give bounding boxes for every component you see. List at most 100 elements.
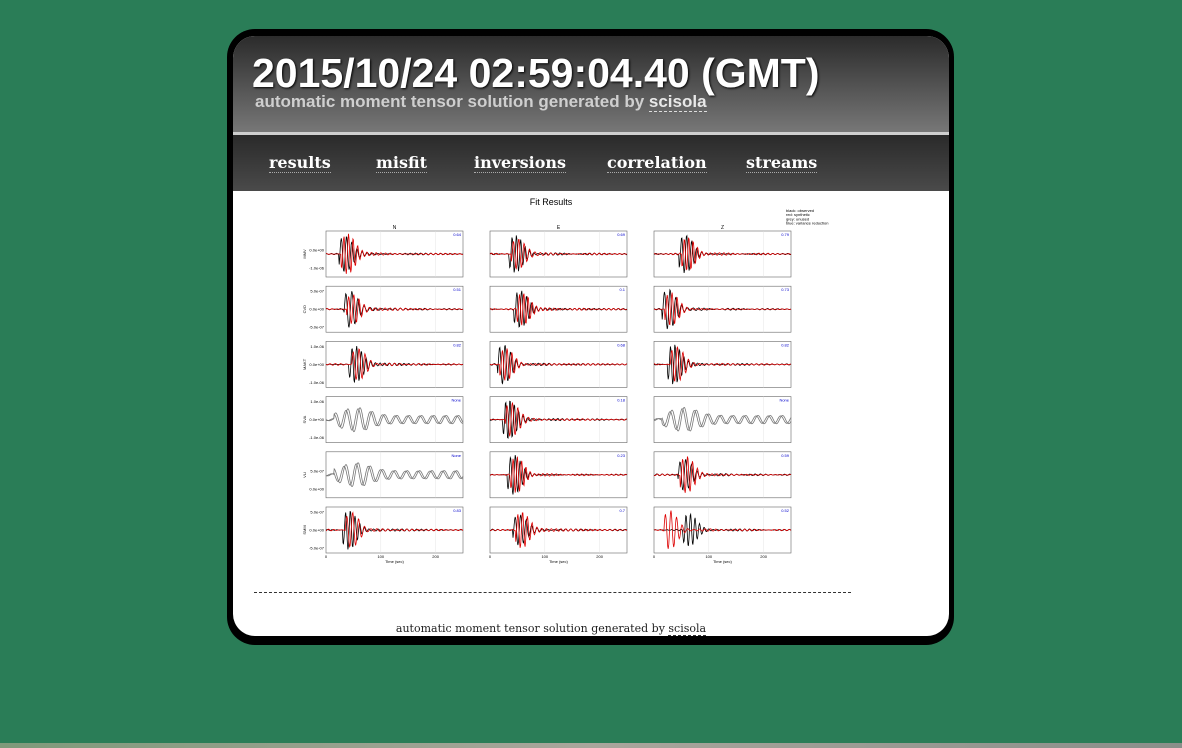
chart-title: Fit Results	[530, 197, 573, 207]
header: 2015/10/24 02:59:04.40 (GMT) automatic m…	[233, 36, 949, 135]
station-label: MAKT	[302, 358, 307, 370]
x-tick-label: 0	[325, 554, 328, 559]
x-tick-label: 0	[489, 554, 492, 559]
variance-reduction-label: 0.51	[453, 287, 462, 292]
variance-reduction-label: 0.82	[781, 342, 790, 347]
synthetic-waveform	[325, 348, 464, 380]
synthetic-waveform	[653, 346, 792, 382]
synthetic-waveform	[654, 237, 792, 271]
tab-misfit[interactable]: misfit	[376, 153, 428, 173]
variance-reduction-label: 0.82	[453, 342, 462, 347]
subtitle-text: automatic moment tensor solution generat…	[255, 92, 649, 111]
footer-scisola-link[interactable]: scisola	[668, 622, 707, 636]
y-tick-label: 0.0e+00	[309, 486, 324, 491]
synthetic-waveform	[326, 233, 464, 274]
unused-waveform	[325, 463, 464, 486]
variance-reduction-label: None	[779, 398, 789, 403]
station-label: VLI	[302, 472, 307, 478]
variance-reduction-label: 0.18	[617, 398, 626, 403]
page-title: 2015/10/24 02:59:04.40 (GMT)	[252, 50, 820, 96]
observed-waveform	[489, 400, 628, 439]
synthetic-waveform	[489, 456, 628, 493]
x-tick-label: 100	[541, 554, 548, 559]
y-tick-label: 0.0e+00	[309, 528, 324, 533]
legend-entry: blue: variance reduction	[786, 221, 828, 226]
synthetic-waveform	[653, 456, 792, 493]
x-tick-label: 200	[432, 554, 439, 559]
scisola-link[interactable]: scisola	[648, 92, 707, 112]
x-tick-label: 200	[760, 554, 767, 559]
variance-reduction-label: 0.79	[781, 232, 790, 237]
y-tick-label: 5.0e-07	[310, 289, 324, 294]
x-tick-label: 200	[596, 554, 603, 559]
taskbar-edge	[0, 743, 1182, 748]
footer-separator	[254, 592, 851, 593]
x-tick-label: 100	[377, 554, 384, 559]
tab-streams[interactable]: streams	[746, 153, 818, 173]
variance-reduction-label: 0.68	[617, 342, 626, 347]
synthetic-waveform	[489, 402, 628, 437]
variance-reduction-label: 0.59	[781, 453, 790, 458]
variance-reduction-label: 0.64	[453, 232, 462, 237]
y-tick-label: -1.0e-06	[309, 380, 325, 385]
y-tick-label: 0.0e+00	[309, 362, 324, 367]
y-tick-label: -5.0e-07	[309, 325, 325, 330]
page-subtitle: automatic moment tensor solution generat…	[255, 92, 707, 112]
y-tick-label: 1.0e-06	[310, 344, 324, 349]
y-tick-label: 5.0e-07	[310, 468, 324, 473]
legend-entry: red: synthetic	[786, 212, 810, 217]
variance-reduction-label: None	[451, 453, 461, 458]
variance-reduction-label: None	[451, 398, 461, 403]
variance-reduction-label: 0.1	[619, 287, 625, 292]
x-axis-label: Time (sec)	[385, 559, 404, 564]
unused-waveform	[325, 408, 463, 431]
synthetic-waveform	[489, 293, 628, 326]
tab-correlation[interactable]: correlation	[607, 153, 707, 173]
station-label: SVA	[302, 415, 307, 423]
synthetic-waveform	[489, 239, 627, 270]
y-tick-label: -5.0e-07	[309, 546, 325, 551]
unused-waveform	[653, 408, 792, 431]
y-tick-label: 0.0e+00	[309, 307, 324, 312]
legend-entry: grey: unused	[786, 216, 809, 221]
x-axis-label: Time (sec)	[549, 559, 568, 564]
footer-text: automatic moment tensor solution generat…	[395, 622, 669, 635]
variance-reduction-label: 0.23	[617, 453, 626, 458]
y-tick-label: 1.0e-06	[310, 399, 324, 404]
y-tick-label: 0.0e+00	[309, 248, 324, 253]
tab-inversions[interactable]: inversions	[474, 153, 567, 173]
variance-reduction-label: 0.52	[781, 508, 790, 513]
tab-results[interactable]: results	[269, 153, 331, 173]
subplot-frame	[325, 396, 464, 443]
synthetic-waveform	[325, 294, 464, 324]
y-tick-label: -1.0e-06	[309, 266, 325, 271]
synthetic-waveform	[325, 511, 464, 548]
column-label: E	[557, 225, 561, 231]
synthetic-waveform	[489, 512, 628, 548]
x-axis-label: Time (sec)	[713, 559, 732, 564]
variance-reduction-label: 0.7	[619, 508, 625, 513]
y-tick-label: 5.0e-07	[310, 510, 324, 515]
station-label: SMM	[302, 525, 307, 534]
y-tick-label: 0.0e+00	[309, 417, 324, 422]
variance-reduction-label: 0.73	[781, 287, 790, 292]
station-label: MMV	[302, 249, 307, 259]
column-label: Z	[721, 225, 724, 231]
variance-reduction-label: 0.83	[453, 508, 462, 513]
page-container: 2015/10/24 02:59:04.40 (GMT) automatic m…	[233, 36, 949, 636]
legend-entry: black: observed	[786, 208, 814, 213]
nav-bar: results misfit inversions correlation st…	[233, 135, 949, 191]
column-label: N	[393, 225, 397, 231]
x-tick-label: 0	[653, 554, 656, 559]
footer: automatic moment tensor solution generat…	[233, 622, 869, 636]
synthetic-waveform	[653, 510, 792, 549]
synthetic-waveform	[653, 292, 792, 326]
unused-waveform	[325, 407, 464, 433]
synthetic-waveform	[489, 348, 628, 381]
variance-reduction-label: 0.69	[617, 232, 626, 237]
station-label: CVD	[302, 305, 307, 314]
unused-waveform	[325, 462, 463, 487]
x-tick-label: 100	[705, 554, 712, 559]
y-tick-label: -1.0e-06	[309, 435, 325, 440]
